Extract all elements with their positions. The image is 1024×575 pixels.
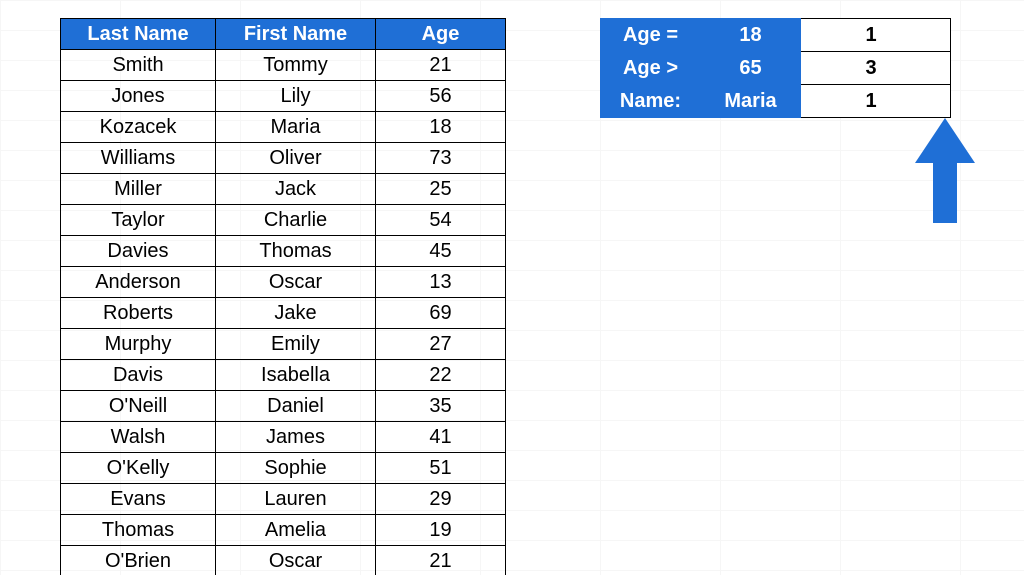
table-row: O'KellySophie51 <box>61 453 506 484</box>
cell-last[interactable]: Murphy <box>61 329 216 360</box>
table-row: WilliamsOliver73 <box>61 143 506 174</box>
cell-first[interactable]: James <box>216 422 376 453</box>
cell-last[interactable]: Anderson <box>61 267 216 298</box>
cell-last[interactable]: Smith <box>61 50 216 81</box>
cell-age[interactable]: 69 <box>376 298 506 329</box>
criteria-value[interactable]: 65 <box>701 52 801 85</box>
cell-age[interactable]: 45 <box>376 236 506 267</box>
table-header-row: Last Name First Name Age <box>61 19 506 50</box>
cell-first[interactable]: Thomas <box>216 236 376 267</box>
cell-age[interactable]: 56 <box>376 81 506 112</box>
table-row: ThomasAmelia19 <box>61 515 506 546</box>
cell-last[interactable]: Jones <box>61 81 216 112</box>
cell-first[interactable]: Lily <box>216 81 376 112</box>
table-row: DavisIsabella22 <box>61 360 506 391</box>
table-row: AndersonOscar13 <box>61 267 506 298</box>
header-age[interactable]: Age <box>376 19 506 50</box>
cell-first[interactable]: Amelia <box>216 515 376 546</box>
main-data-table: Last Name First Name Age SmithTommy21Jon… <box>60 18 506 575</box>
cell-first[interactable]: Tommy <box>216 50 376 81</box>
arrow-up-icon <box>915 118 975 223</box>
spreadsheet-content: Last Name First Name Age SmithTommy21Jon… <box>60 18 980 575</box>
cell-first[interactable]: Jack <box>216 174 376 205</box>
cell-last[interactable]: O'Brien <box>61 546 216 575</box>
criteria-label[interactable]: Age > <box>601 52 701 85</box>
table-row: TaylorCharlie54 <box>61 205 506 236</box>
cell-last[interactable]: Walsh <box>61 422 216 453</box>
criteria-value[interactable]: Maria <box>701 85 801 118</box>
cell-last[interactable]: Kozacek <box>61 112 216 143</box>
cell-last[interactable]: O'Kelly <box>61 453 216 484</box>
cell-age[interactable]: 21 <box>376 546 506 575</box>
cell-age[interactable]: 41 <box>376 422 506 453</box>
cell-age[interactable]: 21 <box>376 50 506 81</box>
cell-age[interactable]: 51 <box>376 453 506 484</box>
cell-last[interactable]: Evans <box>61 484 216 515</box>
cell-last[interactable]: Miller <box>61 174 216 205</box>
cell-first[interactable]: Jake <box>216 298 376 329</box>
header-last-name[interactable]: Last Name <box>61 19 216 50</box>
cell-first[interactable]: Daniel <box>216 391 376 422</box>
cell-first[interactable]: Emily <box>216 329 376 360</box>
cell-age[interactable]: 13 <box>376 267 506 298</box>
cell-last[interactable]: Thomas <box>61 515 216 546</box>
table-row: DaviesThomas45 <box>61 236 506 267</box>
cell-first[interactable]: Lauren <box>216 484 376 515</box>
cell-first[interactable]: Oliver <box>216 143 376 174</box>
cell-last[interactable]: Roberts <box>61 298 216 329</box>
cell-last[interactable]: Williams <box>61 143 216 174</box>
cell-first[interactable]: Oscar <box>216 267 376 298</box>
criteria-value[interactable]: 18 <box>701 19 801 52</box>
table-row: WalshJames41 <box>61 422 506 453</box>
table-row: EvansLauren29 <box>61 484 506 515</box>
criteria-result[interactable]: 1 <box>801 19 951 52</box>
cell-age[interactable]: 27 <box>376 329 506 360</box>
cell-age[interactable]: 54 <box>376 205 506 236</box>
cell-age[interactable]: 35 <box>376 391 506 422</box>
cell-age[interactable]: 29 <box>376 484 506 515</box>
cell-first[interactable]: Oscar <box>216 546 376 575</box>
cell-first[interactable]: Maria <box>216 112 376 143</box>
cell-first[interactable]: Isabella <box>216 360 376 391</box>
cell-last[interactable]: Davies <box>61 236 216 267</box>
cell-last[interactable]: Davis <box>61 360 216 391</box>
criteria-result[interactable]: 1 <box>801 85 951 118</box>
table-row: MurphyEmily27 <box>61 329 506 360</box>
cell-age[interactable]: 19 <box>376 515 506 546</box>
criteria-row: Name:Maria1 <box>601 85 951 118</box>
cell-age[interactable]: 25 <box>376 174 506 205</box>
header-first-name[interactable]: First Name <box>216 19 376 50</box>
table-row: O'NeillDaniel35 <box>61 391 506 422</box>
criteria-table: Age =181Age >653Name:Maria1 <box>600 18 951 118</box>
cell-age[interactable]: 73 <box>376 143 506 174</box>
table-row: RobertsJake69 <box>61 298 506 329</box>
criteria-label[interactable]: Name: <box>601 85 701 118</box>
criteria-row: Age >653 <box>601 52 951 85</box>
criteria-row: Age =181 <box>601 19 951 52</box>
criteria-result[interactable]: 3 <box>801 52 951 85</box>
cell-last[interactable]: Taylor <box>61 205 216 236</box>
table-row: SmithTommy21 <box>61 50 506 81</box>
table-row: O'BrienOscar21 <box>61 546 506 575</box>
cell-first[interactable]: Sophie <box>216 453 376 484</box>
table-row: MillerJack25 <box>61 174 506 205</box>
criteria-label[interactable]: Age = <box>601 19 701 52</box>
table-row: JonesLily56 <box>61 81 506 112</box>
cell-age[interactable]: 18 <box>376 112 506 143</box>
cell-age[interactable]: 22 <box>376 360 506 391</box>
cell-last[interactable]: O'Neill <box>61 391 216 422</box>
cell-first[interactable]: Charlie <box>216 205 376 236</box>
table-row: KozacekMaria18 <box>61 112 506 143</box>
